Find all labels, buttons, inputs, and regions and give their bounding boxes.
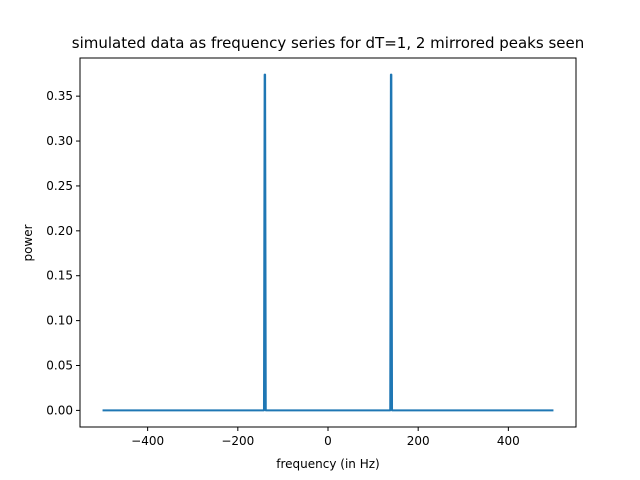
x-tick-label: 0 [324, 434, 332, 448]
y-tick-label: 0.10 [46, 314, 73, 328]
x-axis: −400 −200 0 200 400 [131, 427, 520, 448]
x-tick-label: −400 [131, 434, 164, 448]
x-tick-label: 200 [407, 434, 430, 448]
y-axis: 0.00 0.05 0.10 0.15 0.20 0.25 0.30 0.35 [46, 89, 80, 417]
chart-title: simulated data as frequency series for d… [72, 34, 584, 52]
y-tick-label: 0.05 [46, 359, 73, 373]
plot-area [102, 73, 554, 412]
y-tick-label: 0.35 [46, 89, 73, 103]
series-line-0 [102, 73, 554, 412]
y-tick-label: 0.20 [46, 224, 73, 238]
y-tick-label: 0.25 [46, 179, 73, 193]
plot-frame [79, 57, 577, 428]
y-tick-label: 0.15 [46, 269, 73, 283]
x-tick-label: −200 [221, 434, 254, 448]
x-tick-label: 400 [497, 434, 520, 448]
x-axis-label: frequency (in Hz) [276, 457, 379, 471]
y-tick-label: 0.30 [46, 134, 73, 148]
y-axis-label: power [21, 224, 35, 261]
y-tick-label: 0.00 [46, 403, 73, 417]
